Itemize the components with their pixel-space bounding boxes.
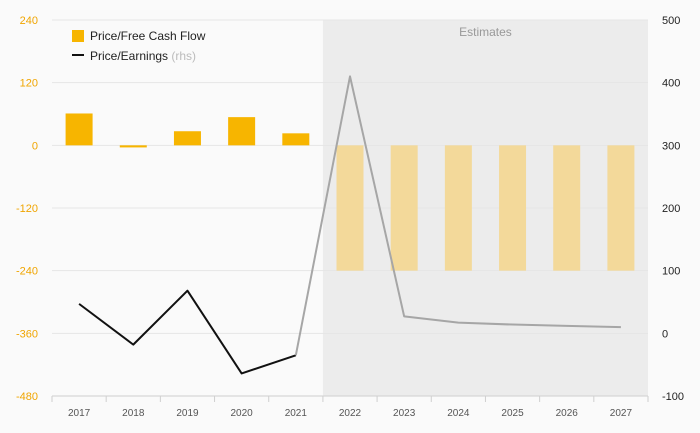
x-tick-label: 2017 [68,408,91,419]
right-tick-label: 200 [662,203,680,215]
legend-label-line: Price/Earnings (rhs) [90,49,196,63]
x-tick-label: 2020 [231,408,254,419]
left-tick-label: -480 [16,391,38,403]
x-tick-label: 2026 [556,408,579,419]
right-tick-label: 400 [662,78,680,90]
left-tick-label: -120 [16,203,38,215]
x-tick-label: 2019 [176,408,199,419]
bar-2019 [173,131,201,146]
estimates-label: Estimates [459,25,512,39]
bar-2027 [607,145,635,271]
x-tick-label: 2027 [610,408,633,419]
bar-2024 [444,145,472,271]
x-tick-label: 2023 [393,408,416,419]
bar-2021 [282,133,310,146]
left-tick-label: 0 [32,140,38,152]
bar-2020 [228,117,256,146]
bar-2025 [499,145,527,271]
pe-line-actual [78,289,297,375]
bar-2018 [119,145,147,148]
bar-2017 [65,113,93,146]
bar-2023 [390,145,418,271]
x-tick-label: 2024 [447,408,470,419]
left-tick-label: 120 [20,78,38,90]
legend-swatch-bar [72,30,84,42]
right-tick-label: 100 [662,266,680,278]
legend-label-bar: Price/Free Cash Flow [90,29,206,43]
x-tick-label: 2021 [285,408,308,419]
right-tick-label: -100 [662,391,684,403]
bar-2026 [553,145,581,271]
x-tick-label: 2018 [122,408,145,419]
x-tick-label: 2022 [339,408,362,419]
right-tick-label: 300 [662,140,680,152]
bar-2022 [336,145,364,271]
x-tick-label: 2025 [501,408,524,419]
right-tick-label: 0 [662,328,668,340]
left-tick-label: 240 [20,15,38,27]
pe-line-estimate [294,75,621,356]
left-tick-label: -240 [16,266,38,278]
legend-label-rhs: (rhs) [171,49,196,63]
left-tick-label: -360 [16,328,38,340]
right-tick-label: 500 [662,15,680,27]
